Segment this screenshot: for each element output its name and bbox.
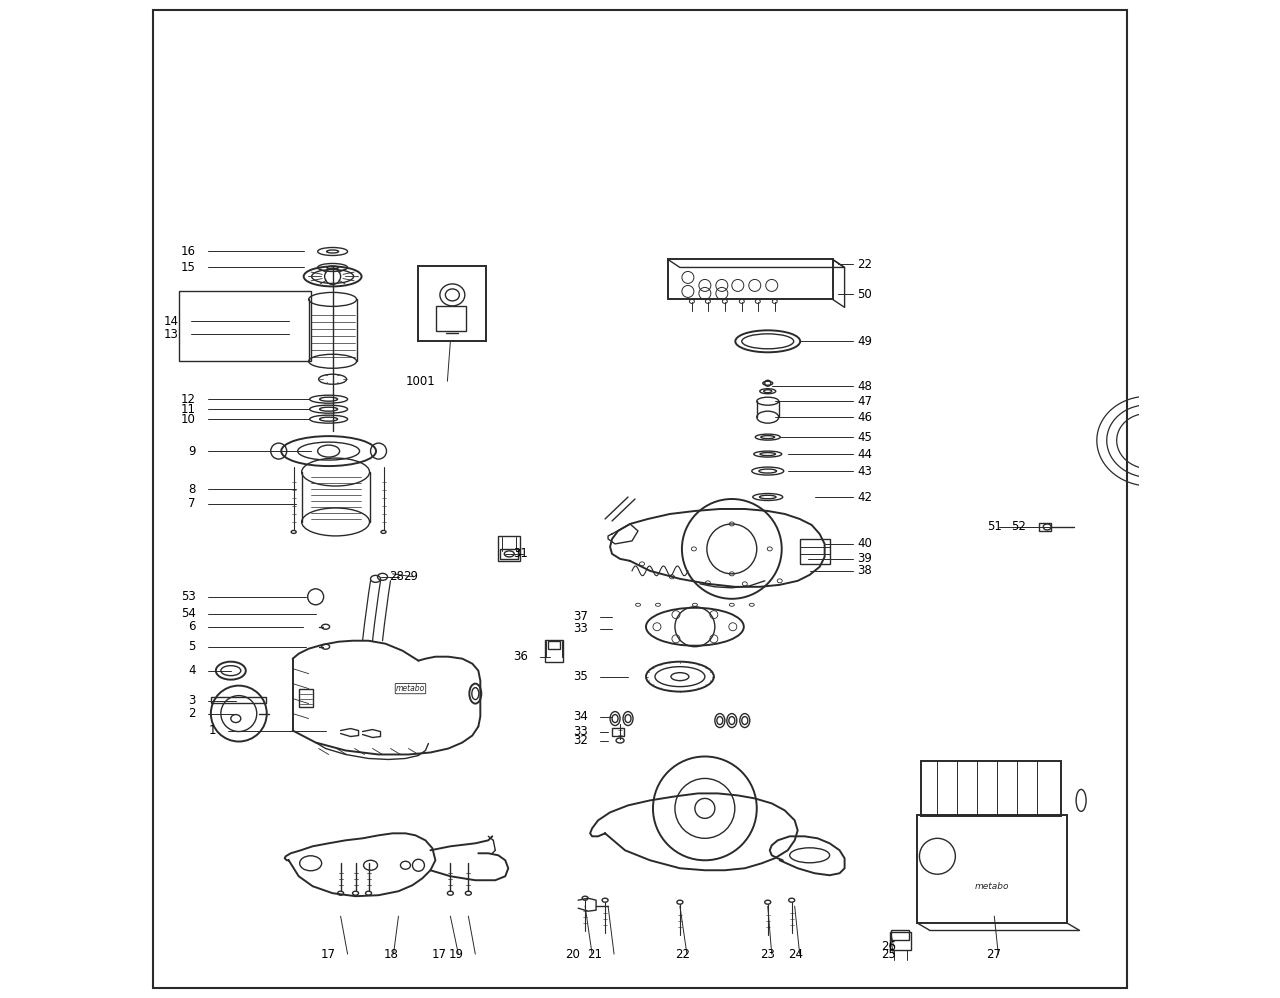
Text: 4: 4 — [188, 664, 196, 678]
Text: 45: 45 — [858, 430, 873, 444]
Text: 17: 17 — [431, 947, 447, 961]
Bar — [298, 689, 312, 707]
Bar — [890, 932, 911, 950]
Text: 1: 1 — [209, 724, 216, 738]
Text: 17: 17 — [320, 947, 335, 961]
Bar — [500, 549, 518, 559]
Text: 52: 52 — [1011, 520, 1027, 534]
Text: 47: 47 — [858, 394, 873, 408]
Bar — [918, 815, 1068, 923]
Text: 1001: 1001 — [406, 374, 435, 388]
Text: 6: 6 — [188, 620, 196, 634]
Text: 28: 28 — [389, 570, 404, 584]
Text: 19: 19 — [448, 947, 463, 961]
Text: 39: 39 — [858, 552, 873, 566]
Text: 7: 7 — [188, 497, 196, 511]
Text: 21: 21 — [588, 947, 602, 961]
Bar — [545, 640, 563, 662]
Text: 23: 23 — [760, 947, 774, 961]
Bar — [419, 266, 486, 341]
Bar — [800, 539, 829, 564]
Text: 22: 22 — [858, 257, 873, 271]
Text: metabo: metabo — [396, 684, 425, 694]
Bar — [612, 728, 625, 736]
Text: 5: 5 — [188, 640, 196, 654]
Text: 53: 53 — [182, 590, 196, 604]
Text: 32: 32 — [573, 734, 588, 748]
Bar — [548, 641, 561, 649]
Text: 10: 10 — [180, 412, 196, 426]
Text: 35: 35 — [573, 670, 588, 684]
Text: 43: 43 — [858, 464, 873, 478]
Text: 44: 44 — [858, 447, 873, 461]
Text: 29: 29 — [403, 570, 419, 584]
Bar — [211, 697, 266, 703]
Text: 25: 25 — [882, 947, 896, 961]
Bar — [179, 291, 311, 361]
Text: 48: 48 — [858, 379, 873, 393]
Text: 49: 49 — [858, 334, 873, 348]
Text: 2: 2 — [188, 707, 196, 721]
Text: 20: 20 — [566, 947, 580, 961]
Text: 54: 54 — [180, 607, 196, 621]
Text: 13: 13 — [164, 327, 179, 341]
Text: 31: 31 — [513, 547, 529, 561]
Text: 24: 24 — [787, 947, 803, 961]
Bar — [922, 761, 1061, 816]
Text: 42: 42 — [858, 490, 873, 504]
Text: 46: 46 — [858, 410, 873, 424]
Text: metabo: metabo — [975, 881, 1010, 891]
Text: 51: 51 — [987, 520, 1002, 534]
Text: 14: 14 — [164, 314, 179, 328]
Text: 38: 38 — [858, 564, 872, 578]
Text: 40: 40 — [858, 537, 873, 551]
Bar — [436, 306, 466, 331]
Text: 33: 33 — [573, 622, 588, 636]
Bar — [891, 930, 910, 940]
Bar — [498, 536, 520, 561]
Text: 8: 8 — [188, 482, 196, 496]
Text: 12: 12 — [180, 392, 196, 406]
Text: 22: 22 — [675, 947, 690, 961]
Text: 18: 18 — [384, 947, 398, 961]
Text: 26: 26 — [882, 939, 896, 953]
Text: 33: 33 — [573, 725, 588, 739]
Text: 50: 50 — [858, 287, 872, 301]
Bar — [1039, 523, 1051, 531]
Text: 37: 37 — [573, 610, 588, 624]
Text: 27: 27 — [987, 947, 1001, 961]
Text: 34: 34 — [573, 710, 588, 724]
Text: 16: 16 — [180, 245, 196, 258]
Text: 11: 11 — [180, 402, 196, 416]
Text: 15: 15 — [180, 260, 196, 274]
Text: 36: 36 — [513, 650, 529, 664]
Text: 3: 3 — [188, 694, 196, 708]
Text: 9: 9 — [188, 444, 196, 458]
Bar — [668, 259, 832, 299]
